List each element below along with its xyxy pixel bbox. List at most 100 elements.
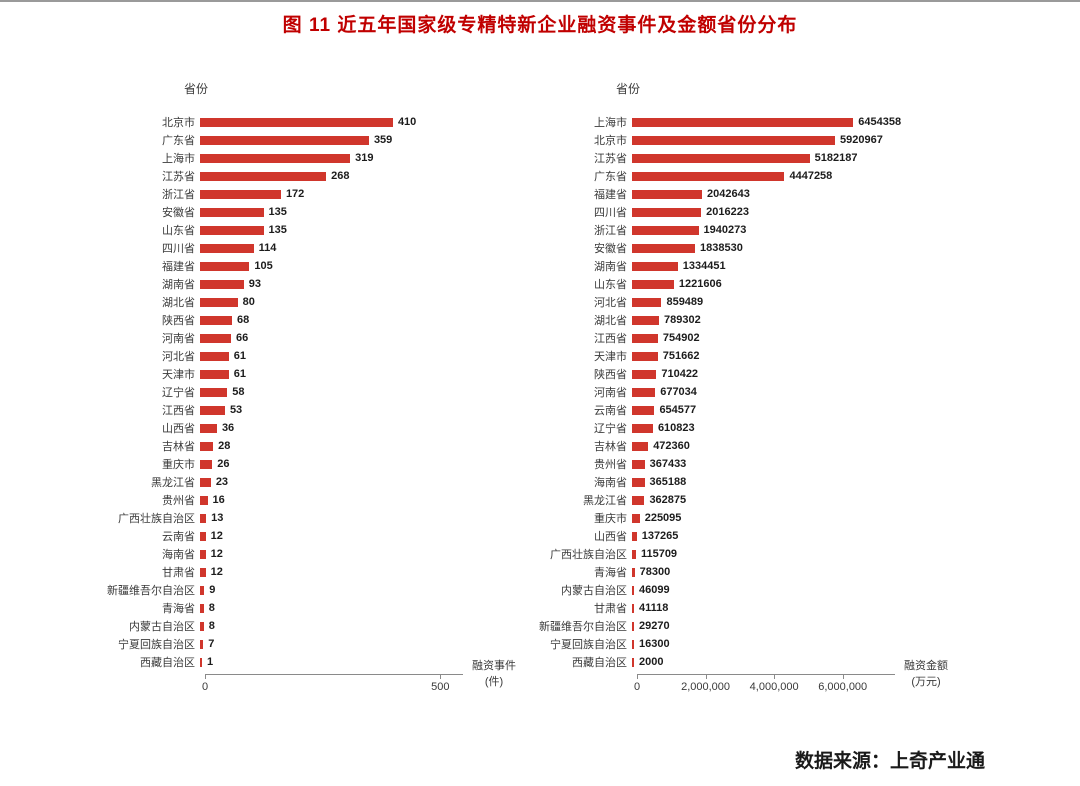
bar-container: 46099 [632,581,670,599]
value-label: 114 [258,242,277,254]
value-label: 751662 [662,350,700,362]
bar-container: 7 [200,635,214,653]
value-label: 16 [212,494,225,506]
bar [632,531,637,541]
category-label: 西藏自治区 [572,657,627,669]
category-label: 浙江省 [594,225,627,237]
bar-row: 北京市 410 [85,113,463,131]
value-label: 5182187 [814,152,858,164]
bar [200,639,204,649]
bar-container: 80 [200,293,255,311]
bar-container: 12 [200,545,223,563]
bar-row: 天津市 751662 [517,347,901,365]
category-label: 江西省 [162,405,195,417]
category-label: 贵州省 [162,495,195,507]
bar [200,297,238,307]
top-divider [0,0,1080,2]
category-label: 江西省 [594,333,627,345]
category-label: 福建省 [162,261,195,273]
value-label: 23 [215,476,229,488]
bar-row: 广东省 359 [85,131,463,149]
category-label: 湖北省 [594,315,627,327]
x-axis-label: 融资金额 (万元) [891,658,961,690]
bar-container: 41118 [632,599,668,617]
bar [632,549,636,559]
bar-row: 海南省 12 [85,545,463,563]
x-tick [205,675,206,679]
category-label: 西藏自治区 [140,657,195,669]
bar-row: 广西壮族自治区 13 [85,509,463,527]
bar-container: 654577 [632,401,696,419]
bar-rows: 北京市 410 广东省 359 上海市 319 江苏省 268 浙江省 172 安徽省 135 山东省 1… [85,113,463,671]
bar-row: 重庆市 225095 [517,509,901,527]
value-label: 1838530 [700,242,743,254]
bar-container: 135 [200,221,287,239]
bar [632,117,854,127]
category-label: 上海市 [594,117,627,129]
category-label: 湖南省 [594,261,627,273]
bar-container: 4447258 [632,167,832,185]
bar [632,189,703,199]
bar-container: 859489 [632,293,703,311]
bar-container: 58 [200,383,245,401]
bar-row: 湖南省 1334451 [517,257,901,275]
x-axis: 融资金额 (万元) 0 2,000,000 4,000,000 6,000,000 [634,660,948,708]
value-label: 137265 [641,530,679,542]
bar-row: 宁夏回族自治区 7 [85,635,463,653]
bar [200,171,327,181]
bar [200,531,206,541]
bar-container: 93 [200,275,261,293]
bar-row: 贵州省 367433 [517,455,901,473]
bar-container: 6454358 [632,113,901,131]
value-label: 36 [221,422,235,434]
bar [632,585,634,595]
category-label: 云南省 [162,531,195,543]
bar-container: 225095 [632,509,681,527]
bar-container: 135 [200,203,287,221]
category-label: 重庆市 [594,513,627,525]
events-chart: 省份 北京市 410 广东省 359 上海市 319 江苏省 268 浙江省 172 安徽省 135 山… [85,80,516,708]
bar [200,189,281,199]
bar [200,117,393,127]
bar-row: 黑龙江省 23 [85,473,463,491]
bar [632,621,634,631]
value-label: 1 [207,656,214,668]
bar-row: 河南省 66 [85,329,463,347]
chart-title: 图 11 近五年国家级专精特新企业融资事件及金额省份分布 [282,15,798,36]
bar-row: 陕西省 710422 [517,365,901,383]
bar [200,225,264,235]
category-label: 新疆维吾尔自治区 [539,621,627,633]
bar-container: 23 [200,473,228,491]
bar-container: 78300 [632,563,670,581]
x-tick-label: 0 [201,681,209,693]
bar-container: 319 [200,149,373,167]
amount-chart: 省份 上海市 6454358 北京市 5920967 江苏省 5182187 广东省 4447… [517,80,948,708]
bar-row: 广西壮族自治区 115709 [517,545,901,563]
bar [632,369,657,379]
bar-row: 北京市 5920967 [517,131,901,149]
bar-row: 辽宁省 58 [85,383,463,401]
bar [632,423,653,433]
bar-container: 61 [200,365,246,383]
category-label: 云南省 [594,405,627,417]
x-tick [774,675,776,679]
category-label: 广西壮族自治区 [550,549,627,561]
bar [200,243,254,253]
category-label: 内蒙古自治区 [561,585,627,597]
category-label: 青海省 [162,603,195,615]
value-label: 8 [208,620,215,632]
category-label: 青海省 [594,567,627,579]
bar-container: 1221606 [632,275,722,293]
bar [200,459,213,469]
category-label: 山西省 [162,423,195,435]
bar-container: 68 [200,311,249,329]
bar-row: 浙江省 1940273 [517,221,901,239]
bar-row: 江西省 53 [85,401,463,419]
bar-row: 新疆维吾尔自治区 29270 [517,617,901,635]
bar [632,387,656,397]
x-tick [842,675,844,679]
bar-container: 2000 [632,653,663,671]
category-label: 山东省 [162,225,195,237]
value-label: 754902 [662,332,700,344]
bar [632,135,835,145]
